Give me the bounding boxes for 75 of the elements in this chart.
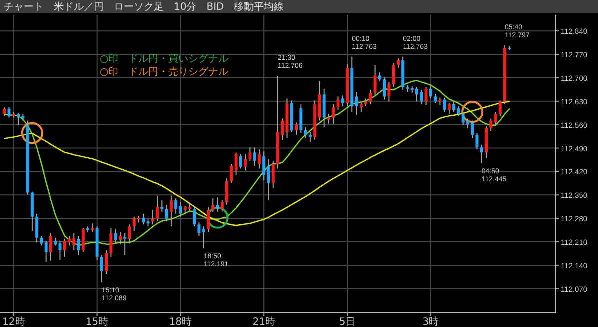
- candlestick: [253, 147, 256, 167]
- candlestick: [230, 164, 234, 184]
- candlestick: [124, 232, 127, 256]
- candlestick: [77, 235, 80, 256]
- x-tick-label: 12時: [2, 316, 26, 327]
- candlestick: [272, 160, 275, 189]
- candlestick: [300, 104, 303, 134]
- candlestick: [476, 132, 479, 150]
- candlestick: [396, 58, 400, 68]
- candlestick: [207, 206, 210, 233]
- legend: ○印 ドル円・買いシグナル ○印 ドル円・売りシグナル: [100, 54, 229, 78]
- chart-title: チャート 米ドル／円 ローソク足 10分 BID 移動平均線: [4, 1, 284, 13]
- candlestick: [295, 122, 298, 136]
- candlestick: [304, 127, 308, 139]
- candlestick: [17, 112, 20, 126]
- candlestick: [156, 195, 160, 222]
- x-tick-label: 18時: [169, 316, 192, 327]
- candlestick: [448, 102, 451, 115]
- candlestick: [258, 149, 261, 170]
- candlestick: [174, 198, 178, 214]
- candlestick: [170, 195, 173, 228]
- candlestick: [452, 101, 456, 113]
- candlestick: [480, 144, 484, 164]
- candlestick: [336, 96, 340, 111]
- candlestick: [355, 92, 358, 116]
- candlestick: [383, 77, 386, 100]
- candlestick: [165, 204, 168, 222]
- candlestick: [443, 97, 446, 113]
- candlestick: [434, 94, 438, 104]
- candlestick: [392, 62, 396, 88]
- candlestick: [202, 226, 206, 249]
- x-tick-label: 3時: [422, 316, 440, 327]
- x-tick-label: 21時: [252, 316, 276, 327]
- candlestick: [128, 224, 132, 244]
- candlestick: [220, 200, 224, 212]
- candlestick: [44, 240, 48, 263]
- candlestick: [369, 90, 372, 105]
- candlestick: [341, 95, 344, 107]
- candlestick: [239, 154, 242, 170]
- candlestick: [82, 228, 85, 253]
- candlestick: [40, 235, 44, 246]
- candlestick: [212, 198, 215, 212]
- candlestick: [322, 88, 326, 128]
- candlestick: [216, 196, 220, 212]
- candlestick: [244, 154, 248, 172]
- candlestick: [388, 82, 391, 102]
- candlestick: [374, 64, 377, 96]
- candlestick: [118, 232, 122, 246]
- candlestick: [424, 86, 428, 106]
- candlestick: [262, 151, 266, 181]
- candlestick: [105, 250, 108, 275]
- candlestick: [327, 114, 330, 124]
- candlestick: [198, 222, 201, 236]
- x-tick-label: 5日: [339, 317, 356, 327]
- candlestick: [36, 213, 39, 244]
- candlestick: [494, 112, 498, 126]
- candlestick: [110, 228, 113, 258]
- candlestick: [160, 200, 164, 212]
- candlestick: [114, 228, 118, 244]
- candlestick: [193, 206, 196, 228]
- candlestick: [100, 254, 104, 284]
- candlestick: [234, 152, 238, 176]
- candlestick: [490, 118, 493, 132]
- candlestick: [226, 178, 229, 206]
- candlestick: [332, 104, 336, 124]
- x-tick-label: 15時: [86, 316, 109, 327]
- candlestick: [142, 213, 146, 226]
- candlestick: [151, 210, 154, 226]
- candlestick: [49, 232, 52, 262]
- candlestick: [360, 101, 363, 113]
- candlestick: [8, 106, 11, 118]
- candlestick: [308, 132, 312, 142]
- candlestick: [248, 147, 252, 162]
- candlestick: [498, 100, 502, 117]
- candlestick: [429, 86, 432, 100]
